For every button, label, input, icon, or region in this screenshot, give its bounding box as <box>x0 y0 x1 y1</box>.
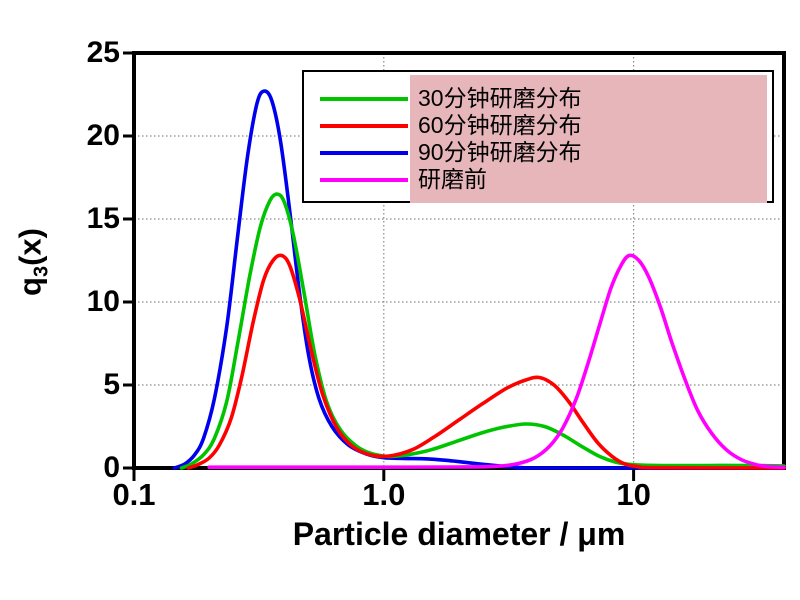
y-tick-label: 20 <box>86 119 120 152</box>
curve-series-1 <box>186 253 786 470</box>
legend-item-90min: 90分钟研磨分布 <box>304 139 772 166</box>
y-tick-label: 0 <box>103 451 120 484</box>
legend-item-before: 研磨前 <box>304 166 772 193</box>
y-tick-label: 15 <box>86 202 120 235</box>
legend-line-sample-blue <box>320 151 408 155</box>
x-tick-label: 1.0 <box>362 477 406 512</box>
x-axis-title: Particle diameter / μm <box>292 516 626 552</box>
curve-series-3 <box>207 253 786 470</box>
legend-line-sample-green <box>320 97 408 101</box>
curve-series-2 <box>172 89 786 470</box>
legend-label: 30分钟研磨分布 <box>418 85 582 111</box>
legend-line-sample-red <box>320 124 408 128</box>
legend-item-60min: 60分钟研磨分布 <box>304 112 772 139</box>
legend-line-sample-magenta <box>320 178 408 182</box>
x-tick-label: 10 <box>616 477 651 512</box>
legend-label: 90分钟研磨分布 <box>418 139 582 165</box>
y-tick-label: 10 <box>86 285 120 318</box>
legend-box: 30分钟研磨分布 60分钟研磨分布 90分钟研磨分布 研磨前 <box>302 70 774 203</box>
x-tick-label: 0.1 <box>112 477 156 512</box>
curve-series-0 <box>179 192 786 470</box>
legend-label: 60分钟研磨分布 <box>418 112 582 138</box>
legend-highlight-rect <box>410 75 767 203</box>
y-axis-title-sub: 3 <box>30 265 53 278</box>
legend-item-30min: 30分钟研磨分布 <box>304 85 772 112</box>
y-tick-label: 25 <box>86 36 120 69</box>
legend-label: 研磨前 <box>418 166 487 192</box>
y-tick-label: 5 <box>103 368 120 401</box>
